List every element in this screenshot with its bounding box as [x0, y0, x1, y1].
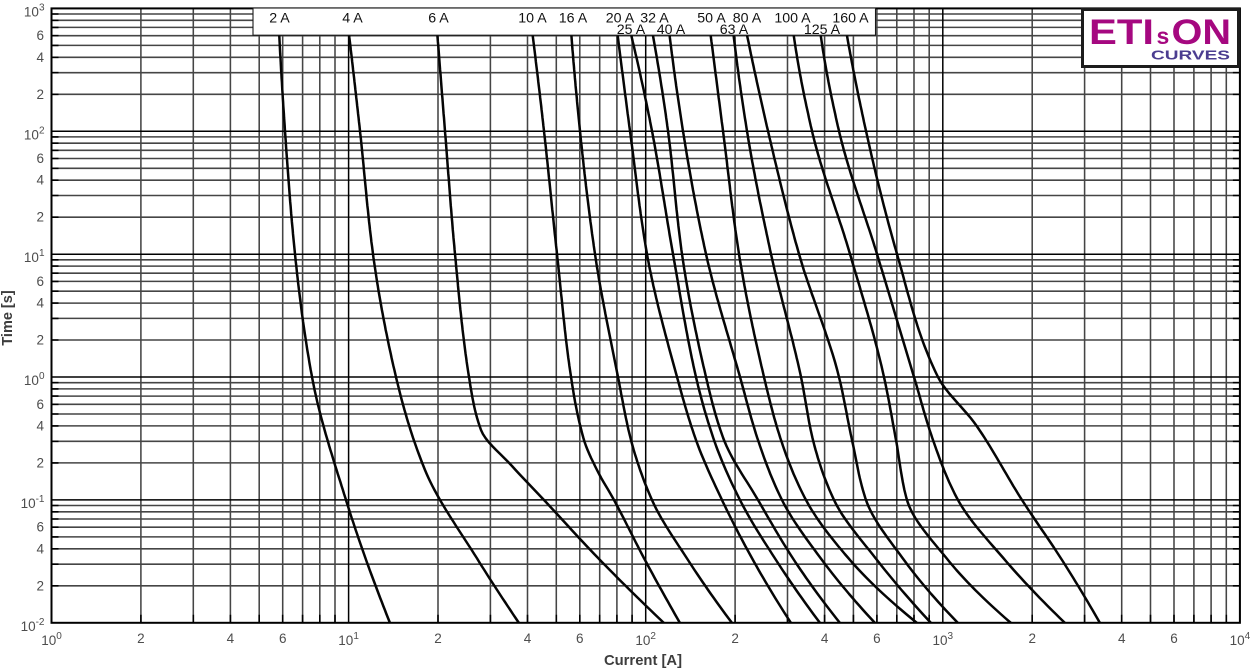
- svg-text:6: 6: [36, 274, 44, 289]
- svg-text:100 A: 100 A: [774, 11, 811, 27]
- svg-text:6: 6: [576, 631, 584, 646]
- svg-text:2: 2: [137, 631, 145, 646]
- svg-text:CURVES: CURVES: [1151, 48, 1230, 63]
- svg-text:2: 2: [36, 578, 44, 593]
- svg-text:ETI: ETI: [1089, 13, 1154, 52]
- svg-text:2: 2: [36, 333, 44, 348]
- svg-text:160 A: 160 A: [832, 11, 869, 27]
- svg-text:4: 4: [36, 173, 44, 188]
- svg-text:6: 6: [36, 151, 44, 166]
- svg-text:2: 2: [731, 631, 739, 646]
- svg-text:125 A: 125 A: [804, 22, 841, 38]
- svg-text:6: 6: [36, 28, 44, 43]
- svg-text:50 A: 50 A: [697, 11, 726, 27]
- svg-text:6: 6: [279, 631, 287, 646]
- svg-text:10 A: 10 A: [518, 11, 547, 27]
- svg-text:4: 4: [227, 631, 235, 646]
- svg-text:20 A: 20 A: [606, 11, 635, 27]
- svg-text:80 A: 80 A: [733, 11, 762, 27]
- svg-text:6: 6: [36, 397, 44, 412]
- svg-text:4: 4: [821, 631, 829, 646]
- svg-text:4: 4: [36, 418, 44, 433]
- svg-text:2: 2: [36, 455, 44, 470]
- svg-text:4: 4: [524, 631, 532, 646]
- svg-text:ON: ON: [1172, 13, 1232, 52]
- svg-text:4: 4: [36, 296, 44, 311]
- svg-text:4: 4: [1118, 631, 1126, 646]
- svg-text:32 A: 32 A: [640, 11, 669, 27]
- svg-text:2: 2: [36, 87, 44, 102]
- svg-text:4: 4: [36, 541, 44, 556]
- svg-text:4 A: 4 A: [342, 11, 363, 27]
- svg-text:6: 6: [1170, 631, 1178, 646]
- svg-text:Current [A]: Current [A]: [604, 653, 682, 669]
- svg-text:Time [s]: Time [s]: [0, 290, 16, 346]
- svg-text:4: 4: [36, 50, 44, 65]
- svg-text:16 A: 16 A: [559, 11, 588, 27]
- svg-text:2: 2: [1028, 631, 1036, 646]
- svg-text:40 A: 40 A: [657, 22, 686, 38]
- svg-text:2: 2: [36, 210, 44, 225]
- svg-text:63 A: 63 A: [720, 22, 749, 38]
- svg-text:6: 6: [36, 520, 44, 535]
- svg-text:2: 2: [434, 631, 442, 646]
- svg-text:6 A: 6 A: [428, 11, 449, 27]
- svg-text:6: 6: [873, 631, 881, 646]
- svg-text:2 A: 2 A: [269, 11, 290, 27]
- svg-text:25 A: 25 A: [617, 22, 646, 38]
- svg-text:s: s: [1157, 23, 1170, 49]
